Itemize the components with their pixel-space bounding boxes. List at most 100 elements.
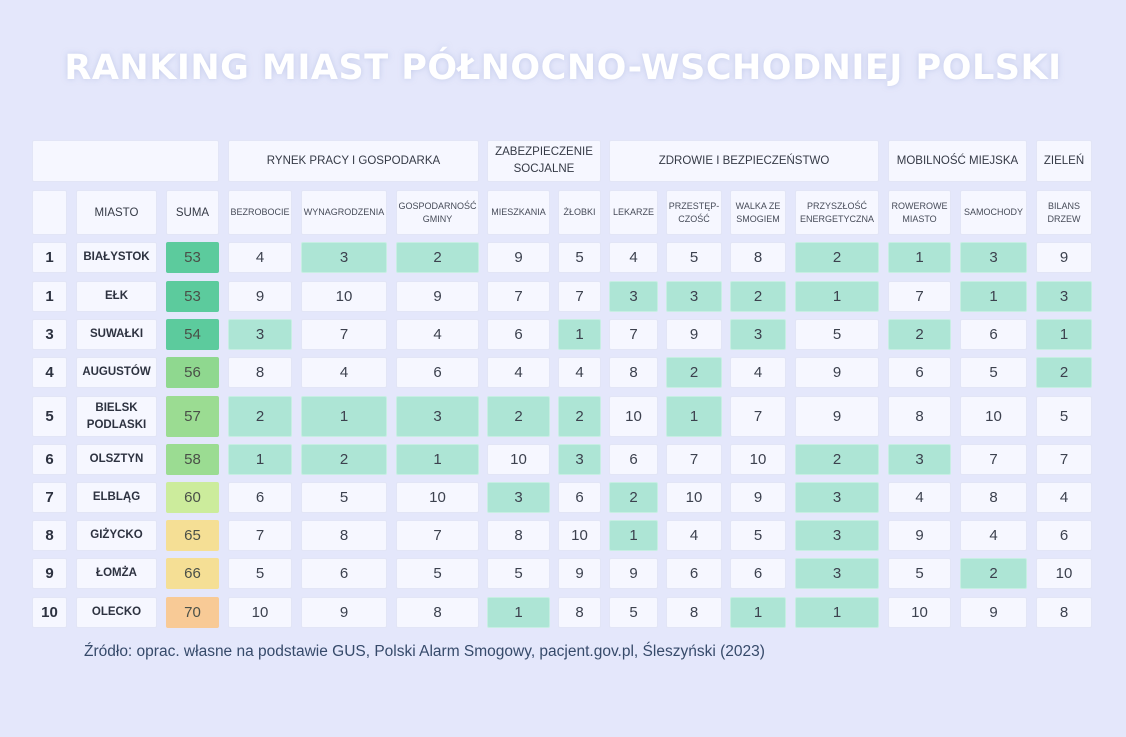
- score-cell: 5: [558, 242, 601, 273]
- score-cell: 7: [396, 520, 479, 551]
- score-cell: 1: [609, 520, 658, 551]
- score-cell: 9: [795, 396, 879, 437]
- score-cell: 10: [487, 444, 550, 475]
- column-header: PRZYSZŁOŚĆ ENERGETYCZNA: [795, 190, 879, 235]
- suma-cell: 53: [166, 242, 219, 273]
- score-cell: 8: [301, 520, 387, 551]
- rank-cell: 7: [32, 482, 67, 513]
- score-cell: 7: [301, 319, 387, 350]
- score-cell: 10: [558, 520, 601, 551]
- score-cell: 1: [487, 597, 550, 628]
- suma-cell: 70: [166, 597, 219, 628]
- column-header: LEKARZE: [609, 190, 658, 235]
- suma-cell: 58: [166, 444, 219, 475]
- score-cell: 5: [228, 558, 292, 589]
- suma-cell: 54: [166, 319, 219, 350]
- rank-cell: 5: [32, 396, 67, 437]
- score-cell: 8: [666, 597, 722, 628]
- group-header: MOBILNOŚĆ MIEJSKA: [888, 140, 1027, 182]
- city-cell: BIAŁYSTOK: [76, 242, 157, 273]
- score-cell: 1: [960, 281, 1027, 312]
- score-cell: 3: [609, 281, 658, 312]
- group-header: ZIELEŃ: [1036, 140, 1092, 182]
- suma-cell: 66: [166, 558, 219, 589]
- city-cell: BIELSK PODLASKI: [76, 396, 157, 437]
- rank-cell: 1: [32, 242, 67, 273]
- score-cell: 8: [558, 597, 601, 628]
- city-cell: OLSZTYN: [76, 444, 157, 475]
- score-cell: 6: [301, 558, 387, 589]
- score-cell: 5: [1036, 396, 1092, 437]
- score-cell: 2: [301, 444, 387, 475]
- score-cell: 6: [558, 482, 601, 513]
- score-cell: 3: [888, 444, 951, 475]
- score-cell: 2: [666, 357, 722, 388]
- score-cell: 6: [960, 319, 1027, 350]
- score-cell: 5: [666, 242, 722, 273]
- city-cell: EŁK: [76, 281, 157, 312]
- score-cell: 1: [666, 396, 722, 437]
- score-cell: 1: [558, 319, 601, 350]
- score-cell: 2: [1036, 357, 1092, 388]
- score-cell: 5: [487, 558, 550, 589]
- rank-cell: 1: [32, 281, 67, 312]
- column-header: BILANS DRZEW: [1036, 190, 1092, 235]
- score-cell: 9: [396, 281, 479, 312]
- score-cell: 1: [1036, 319, 1092, 350]
- score-cell: 9: [228, 281, 292, 312]
- score-cell: 10: [396, 482, 479, 513]
- score-cell: 3: [487, 482, 550, 513]
- score-cell: 1: [301, 396, 387, 437]
- score-cell: 6: [609, 444, 658, 475]
- score-cell: 2: [609, 482, 658, 513]
- score-cell: 4: [558, 357, 601, 388]
- score-cell: 10: [730, 444, 786, 475]
- score-cell: 9: [301, 597, 387, 628]
- score-cell: 9: [730, 482, 786, 513]
- score-cell: 4: [730, 357, 786, 388]
- city-cell: ŁOMŻA: [76, 558, 157, 589]
- score-cell: 3: [1036, 281, 1092, 312]
- city-cell: ELBLĄG: [76, 482, 157, 513]
- score-cell: 4: [666, 520, 722, 551]
- score-cell: 9: [609, 558, 658, 589]
- score-cell: 3: [666, 281, 722, 312]
- column-header-miasto: MIASTO: [76, 190, 157, 235]
- column-header-suma: SUMA: [166, 190, 219, 235]
- score-cell: 8: [228, 357, 292, 388]
- score-cell: 7: [609, 319, 658, 350]
- score-cell: 5: [396, 558, 479, 589]
- score-cell: 9: [960, 597, 1027, 628]
- score-cell: 7: [960, 444, 1027, 475]
- score-cell: 3: [558, 444, 601, 475]
- score-cell: 9: [666, 319, 722, 350]
- score-cell: 10: [228, 597, 292, 628]
- score-cell: 10: [960, 396, 1027, 437]
- score-cell: 10: [888, 597, 951, 628]
- score-cell: 4: [228, 242, 292, 273]
- column-header: BEZROBOCIE: [228, 190, 292, 235]
- score-cell: 10: [301, 281, 387, 312]
- header-blank: [32, 140, 219, 182]
- score-cell: 10: [666, 482, 722, 513]
- score-cell: 5: [888, 558, 951, 589]
- score-cell: 5: [960, 357, 1027, 388]
- score-cell: 2: [396, 242, 479, 273]
- score-cell: 9: [888, 520, 951, 551]
- score-cell: 8: [888, 396, 951, 437]
- score-cell: 4: [888, 482, 951, 513]
- column-header: GOSPODARNOŚĆ GMINY: [396, 190, 479, 235]
- score-cell: 5: [609, 597, 658, 628]
- score-cell: 7: [730, 396, 786, 437]
- rank-cell: 6: [32, 444, 67, 475]
- score-cell: 4: [487, 357, 550, 388]
- score-cell: 2: [558, 396, 601, 437]
- column-header: PRZESTĘP-CZOŚĆ: [666, 190, 722, 235]
- score-cell: 1: [730, 597, 786, 628]
- rank-cell: 8: [32, 520, 67, 551]
- page-title: RANKING MIAST PÓŁNOCNO-WSCHODNIEJ POLSKI: [64, 48, 1062, 88]
- score-cell: 4: [301, 357, 387, 388]
- score-cell: 2: [228, 396, 292, 437]
- rank-cell: 10: [32, 597, 67, 628]
- score-cell: 1: [888, 242, 951, 273]
